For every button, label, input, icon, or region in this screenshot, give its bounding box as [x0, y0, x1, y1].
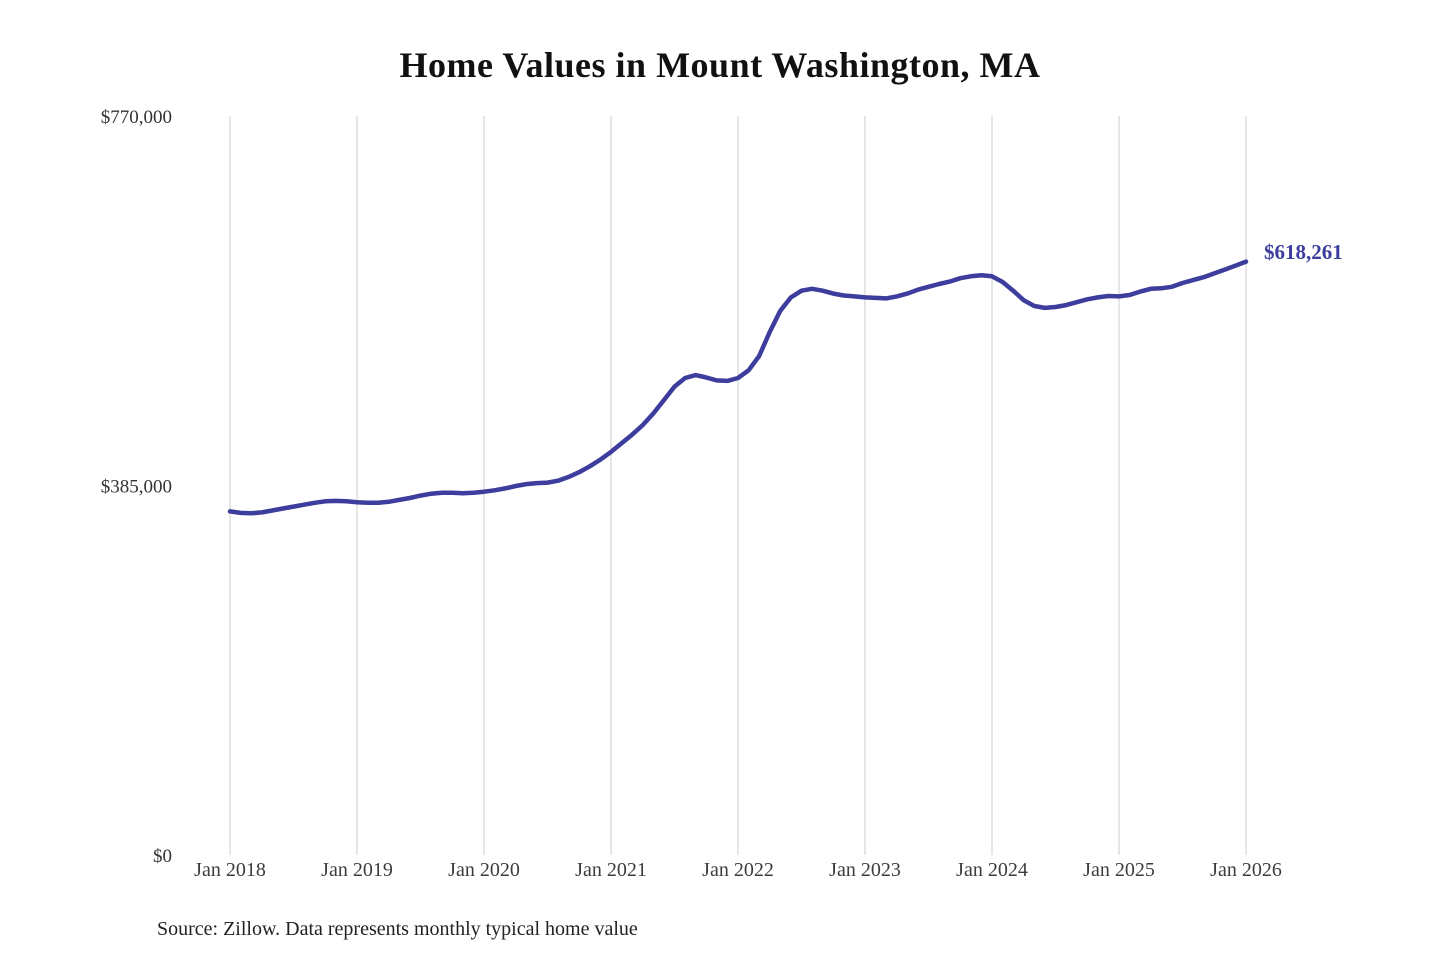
- x-tick-label: Jan 2020: [448, 859, 520, 881]
- x-tick-label: Jan 2024: [956, 859, 1028, 881]
- y-axis-tick-labels: $0 $385,000 $770,000: [101, 107, 172, 867]
- y-tick-label: $385,000: [101, 477, 172, 498]
- vertical-gridlines: [229, 116, 1247, 855]
- chart-title: Home Values in Mount Washington, MA: [399, 45, 1041, 85]
- latest-value-annotation: $618,261: [1264, 240, 1343, 264]
- x-tick-label: Jan 2025: [1083, 859, 1155, 881]
- y-tick-label: $0: [153, 846, 172, 867]
- x-tick-label: Jan 2021: [575, 859, 647, 881]
- x-tick-label: Jan 2023: [829, 859, 901, 881]
- x-tick-label: Jan 2022: [702, 859, 774, 881]
- x-tick-label: Jan 2026: [1210, 859, 1282, 881]
- home-value-series-line: [227, 259, 1249, 516]
- x-axis-tick-labels: Jan 2018 Jan 2019 Jan 2020 Jan 2021 Jan 2022…: [194, 859, 1282, 881]
- source-note: Source: Zillow. Data represents monthly …: [157, 918, 638, 940]
- x-tick-label: Jan 2018: [194, 859, 266, 881]
- x-tick-label: Jan 2019: [321, 859, 393, 881]
- y-tick-label: $770,000: [101, 107, 172, 128]
